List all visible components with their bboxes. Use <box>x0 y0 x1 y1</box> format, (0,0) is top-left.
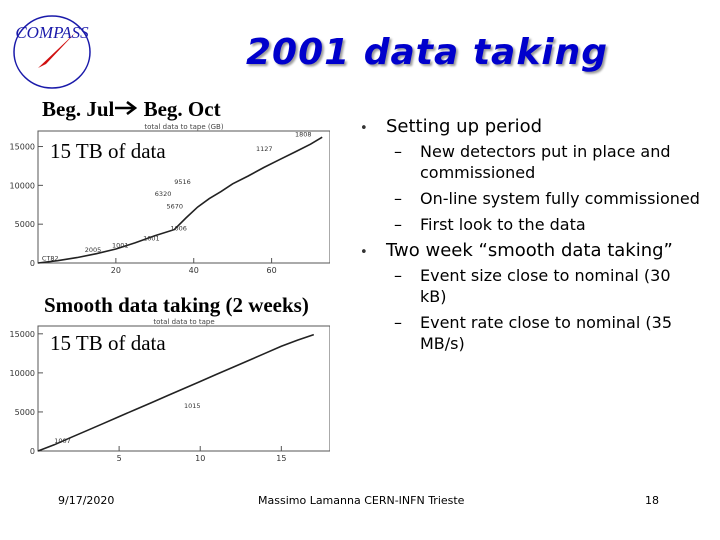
y-tick-label: 15000 <box>10 143 35 152</box>
x-tick-label: 60 <box>267 266 277 275</box>
run-annotation: CT82 <box>42 255 59 263</box>
x-tick-label: 40 <box>189 266 199 275</box>
sub-bullet: – On-line system fully commissioned <box>394 189 700 208</box>
run-annotation: 1127 <box>256 145 273 153</box>
bullet-dot-icon: • <box>360 121 368 136</box>
slide-title: 2001 data taking <box>246 32 609 73</box>
y-tick-label: 5000 <box>15 408 35 417</box>
compass-logo: COMPASS <box>8 10 100 90</box>
run-annotation: 6320 <box>155 190 172 198</box>
period-label: Beg. Jul Beg. Oct <box>42 97 221 122</box>
x-tick-label: 5 <box>117 454 122 463</box>
sub-bullet-text: On-line system fully commissioned <box>420 189 700 208</box>
series-line <box>37 333 315 452</box>
y-tick-label: 10000 <box>10 369 35 378</box>
footer-date: 9/17/2020 <box>58 494 115 507</box>
run-annotation: 1006 <box>170 224 187 232</box>
sub-bullet: – New detectors put in place and commissi… <box>394 141 700 183</box>
bullet-setup: • Setting up period <box>360 116 700 139</box>
run-annotation: 1001 <box>143 234 160 242</box>
y-tick-label: 5000 <box>15 220 35 229</box>
smooth-taking-label: Smooth data taking (2 weeks) <box>44 293 309 317</box>
y-tick-label: 0 <box>30 447 35 456</box>
run-annotation: 2005 <box>85 246 102 254</box>
y-tick-label: 10000 <box>10 181 35 190</box>
y-tick-label: 0 <box>30 259 35 268</box>
sub-bullet-text: Event rate close to nominal (35 MB/s) <box>420 313 672 353</box>
run-annotation: 1001 <box>112 241 129 249</box>
x-tick-label: 10 <box>195 454 205 463</box>
sub-bullet: – First look to the data <box>394 215 586 234</box>
run-annotation: 1007 <box>54 437 71 445</box>
run-annotation: 9516 <box>174 178 191 186</box>
run-annotation: 1808 <box>295 130 312 138</box>
period-from: Beg. Jul <box>42 97 115 121</box>
x-tick-label: 15 <box>276 454 286 463</box>
sub-bullet: – Event size close to nominal (30 kB) <box>394 265 700 307</box>
run-annotation: 5670 <box>166 203 183 211</box>
chart-title: total data to tape <box>153 318 214 326</box>
y-tick-label: 15000 <box>10 330 35 339</box>
period-to: Beg. Oct <box>138 97 221 121</box>
run-annotation: 1015 <box>184 402 201 410</box>
bullet-text: Setting up period <box>386 116 543 137</box>
footer-author: Massimo Lamanna CERN-INFN Trieste <box>258 494 465 507</box>
bullet-dot-icon: • <box>360 245 368 260</box>
sub-bullet-text: Event size close to nominal (30 kB) <box>420 266 671 306</box>
data-volume-label-1: 15 TB of data <box>48 139 168 164</box>
bullet-list: • Setting up period – New detectors put i… <box>360 116 700 359</box>
sub-bullet: – Event rate close to nominal (35 MB/s) <box>394 312 700 354</box>
series-line <box>37 136 323 264</box>
page-number: 18 <box>645 494 659 507</box>
bullet-smooth: • Two week “smooth data taking” <box>360 240 700 263</box>
chart-title: total data to tape (GB) <box>144 123 223 131</box>
bullet-text: Two week “smooth data taking” <box>386 240 673 261</box>
right-arrow-icon <box>115 100 138 116</box>
data-volume-label-2: 15 TB of data <box>48 331 168 356</box>
sub-bullet-text: First look to the data <box>420 215 586 234</box>
logo-text: COMPASS <box>15 23 89 42</box>
sub-bullet-text: New detectors put in place and commissio… <box>420 142 671 182</box>
x-tick-label: 20 <box>111 266 121 275</box>
